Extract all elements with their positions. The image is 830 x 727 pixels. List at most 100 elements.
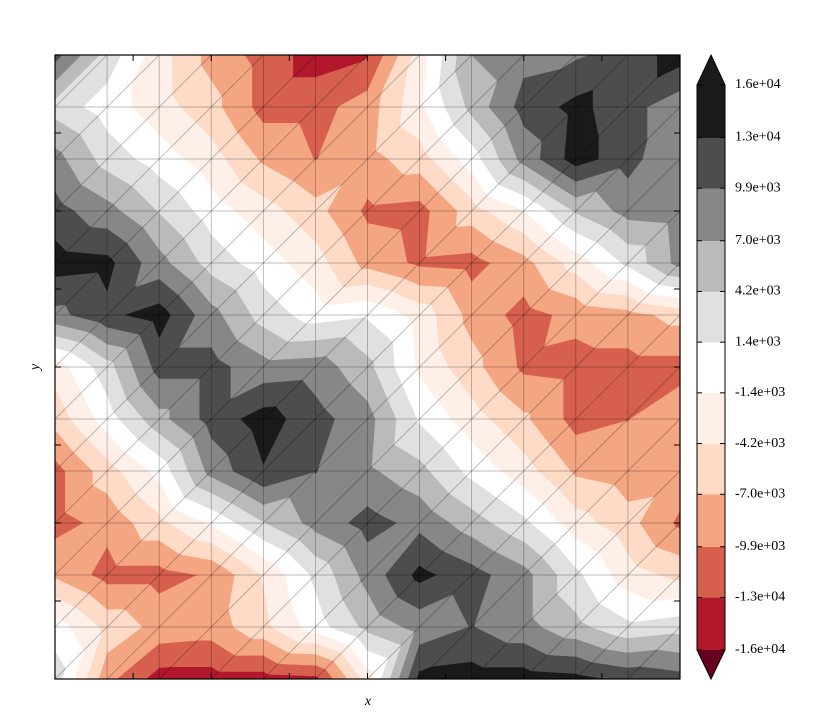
colorbar-tick-label: -1.6e+04 xyxy=(735,642,785,657)
mesh-line xyxy=(367,262,420,316)
contour-band xyxy=(315,470,319,475)
mesh-line xyxy=(158,106,212,160)
mesh-line xyxy=(367,55,420,108)
mesh-line xyxy=(55,106,108,160)
mesh-line xyxy=(315,626,368,679)
mesh-line xyxy=(315,470,368,524)
mesh-line xyxy=(419,158,472,212)
mesh-line xyxy=(158,158,212,212)
contour-band xyxy=(657,55,680,78)
mesh-line xyxy=(367,366,420,420)
colorbar-tick-label: -9.9e+03 xyxy=(735,539,785,554)
mesh-line xyxy=(575,314,629,368)
contour-band xyxy=(676,262,680,268)
mesh-line xyxy=(419,314,472,368)
mesh-line xyxy=(211,522,264,576)
mesh-line xyxy=(106,106,160,160)
mesh-line xyxy=(627,106,680,160)
mesh-line xyxy=(211,158,264,212)
mesh-line xyxy=(315,262,368,316)
mesh-line xyxy=(263,470,316,524)
mesh-line xyxy=(367,210,420,264)
mesh-line xyxy=(211,626,264,679)
mesh-line xyxy=(55,470,108,524)
mesh-line xyxy=(471,366,524,420)
colorbar-tick-label: 1.6e+04 xyxy=(735,77,781,92)
mesh-line xyxy=(158,470,212,524)
mesh-line xyxy=(55,522,108,576)
mesh-line xyxy=(211,470,264,524)
mesh-line xyxy=(575,106,629,160)
colorbar-band xyxy=(696,137,726,189)
contour-band xyxy=(55,55,100,100)
contour-band xyxy=(263,418,287,465)
mesh-line xyxy=(575,626,629,679)
mesh-line xyxy=(55,574,108,628)
mesh xyxy=(55,55,680,679)
mesh-line xyxy=(419,55,472,108)
contour-band xyxy=(106,626,143,654)
mesh-line xyxy=(367,626,420,679)
mesh-line xyxy=(211,106,264,160)
mesh-line xyxy=(315,314,368,368)
mesh-line xyxy=(627,262,680,316)
mesh-line xyxy=(419,366,472,420)
mesh-line xyxy=(523,262,577,316)
mesh-line xyxy=(575,210,629,264)
mesh-line xyxy=(315,210,368,264)
mesh-line xyxy=(158,366,212,420)
mesh-line xyxy=(106,210,160,264)
contour-band xyxy=(55,55,63,63)
contour-band xyxy=(55,668,66,679)
contour-band xyxy=(106,262,116,291)
mesh-line xyxy=(211,366,264,420)
contour-band xyxy=(627,666,680,679)
colorbar-band xyxy=(696,341,726,394)
mesh-line xyxy=(523,522,577,576)
colorbar: -1.6e+04 -1.3e+04 -9.9e+03 -7.0e+03 -4.2e+03… xyxy=(696,53,785,681)
mesh-line xyxy=(106,366,160,420)
mesh-line xyxy=(419,470,472,524)
mesh-line xyxy=(211,314,264,368)
colorbar-band xyxy=(696,494,726,548)
mesh-line xyxy=(211,55,264,108)
mesh-line xyxy=(158,55,212,108)
mesh-line xyxy=(263,158,316,212)
mesh-line xyxy=(627,418,680,472)
mesh-line xyxy=(55,210,108,264)
mesh-line xyxy=(315,55,368,108)
mesh-line xyxy=(523,626,577,679)
contour-field xyxy=(55,55,680,679)
mesh-line xyxy=(158,210,212,264)
mesh-line xyxy=(158,522,212,576)
mesh-line xyxy=(263,106,316,160)
mesh-line xyxy=(263,522,316,576)
mesh-line xyxy=(211,262,264,316)
colorbar-band xyxy=(696,546,726,598)
contour-band xyxy=(210,671,264,679)
mesh-line xyxy=(263,418,316,472)
mesh-line xyxy=(627,158,680,212)
colorbar-tick-label: -1.3e+04 xyxy=(735,590,785,605)
colorbar-tick-label: -4.2e+03 xyxy=(735,436,785,451)
mesh-line xyxy=(106,626,160,679)
mesh-line xyxy=(263,574,316,628)
mesh-line xyxy=(106,574,160,628)
mesh-line xyxy=(627,522,680,576)
mesh-line xyxy=(315,522,368,576)
mesh-line xyxy=(55,418,108,472)
mesh-line xyxy=(315,418,368,472)
mesh-line xyxy=(627,574,680,628)
mesh-line xyxy=(106,55,160,108)
mesh-line xyxy=(523,366,577,420)
mesh-line xyxy=(471,522,524,576)
mesh-line xyxy=(55,366,108,420)
mesh-line xyxy=(523,210,577,264)
colorbar-extend-over xyxy=(697,55,725,85)
mesh-line xyxy=(106,158,160,212)
mesh-line xyxy=(419,626,472,679)
mesh-line xyxy=(471,314,524,368)
mesh-line xyxy=(55,262,108,316)
mesh-line xyxy=(575,158,629,212)
contour-band xyxy=(575,158,599,167)
